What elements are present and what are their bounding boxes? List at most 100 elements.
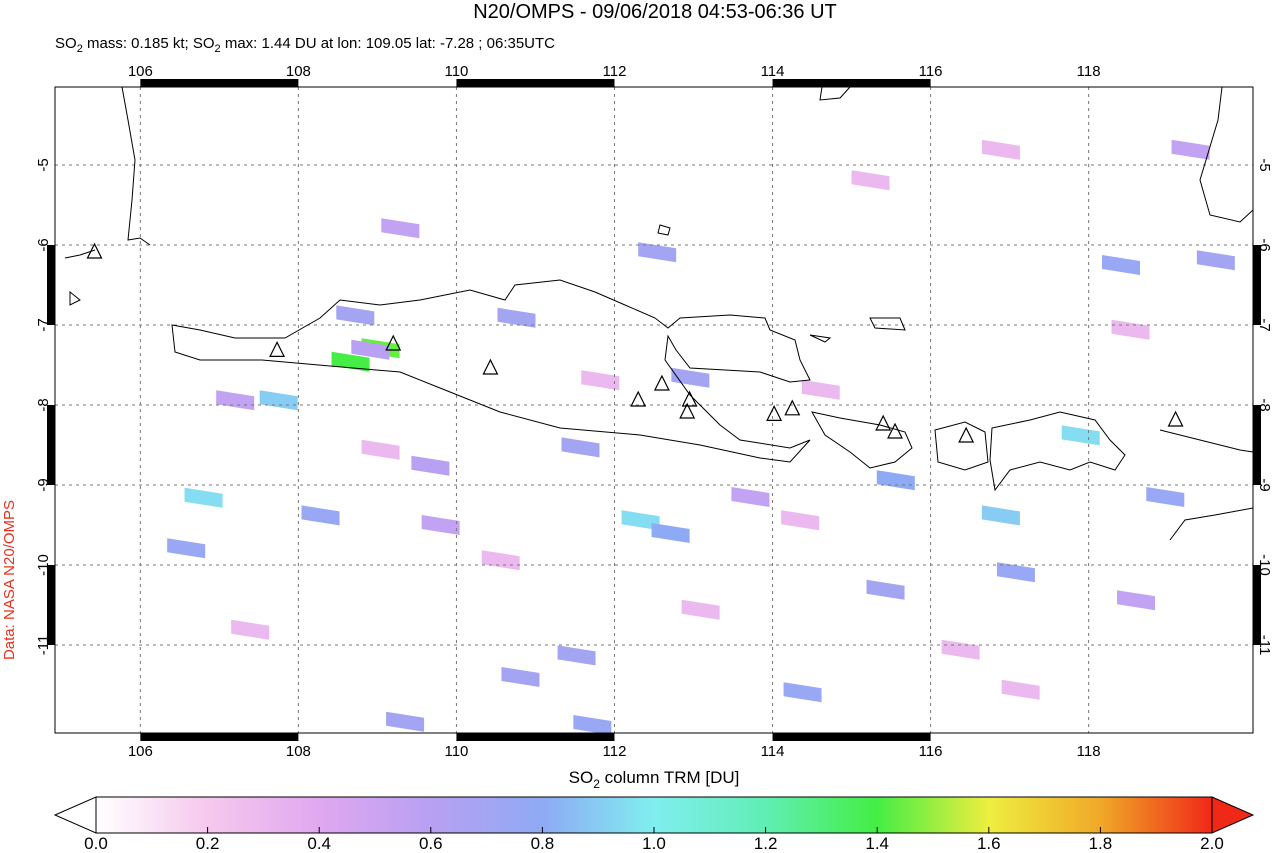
colorbar-tick-label: 1.8	[1089, 834, 1113, 853]
so2-pixel	[301, 505, 340, 526]
x-tick-label: 118	[1077, 63, 1101, 80]
volcano-layer	[86, 242, 1184, 443]
so2-pixel	[1001, 679, 1040, 700]
frame-bar	[1253, 245, 1261, 325]
coastlines	[64, 86, 1254, 541]
x-tick-label: 116	[919, 63, 943, 80]
so2-pixel	[1061, 425, 1100, 446]
pixel-layer	[167, 139, 1235, 735]
subtitle-part: max: 1.44 DU at lon: 109.05 lat: -7.28 ;…	[221, 35, 556, 52]
so2-pixel	[557, 645, 596, 666]
frame-bar	[456, 79, 615, 87]
colorbar-label: SO2 column TRM [DU]	[569, 768, 740, 791]
volcano-marker	[875, 414, 892, 431]
colorbar-tick-label: 1.2	[754, 834, 778, 853]
side-label: Data: NASA N20/OMPS	[1, 500, 18, 660]
so2-pixel	[386, 711, 425, 732]
volcano-marker	[766, 405, 783, 421]
x-tick-label: 114	[761, 63, 785, 80]
so2-pixel	[851, 170, 890, 191]
map-area	[55, 87, 1253, 733]
frame-bar	[140, 733, 299, 741]
so2-pixel	[497, 307, 536, 328]
subtitle-part: SO	[55, 35, 77, 52]
volcano-marker	[958, 426, 975, 443]
so2-pixel	[801, 379, 840, 400]
coast-flores	[1159, 429, 1254, 453]
so2-pixel	[231, 619, 270, 640]
so2-pixel	[167, 538, 206, 559]
volcano-marker	[1167, 410, 1184, 427]
so2-pixel	[681, 599, 720, 620]
so2-pixel	[1146, 487, 1185, 507]
so2-pixel	[1196, 250, 1235, 271]
colorbar-tick-label: 0.2	[196, 834, 220, 853]
x-tick-label: 116	[919, 743, 943, 760]
so2-pixel	[996, 562, 1035, 583]
frame-bar	[772, 733, 931, 741]
x-tick-label: 118	[1077, 743, 1101, 760]
coast-lombok	[934, 421, 989, 471]
coast-sumba	[1169, 507, 1254, 541]
so2-pixel	[981, 139, 1020, 160]
so2-pixel	[981, 505, 1020, 526]
so2-pixel	[501, 667, 540, 687]
frame-bar	[772, 79, 931, 87]
label-part: column TRM [DU]	[600, 768, 740, 787]
title: N20/OMPS - 09/06/2018 04:53-06:36 UT	[473, 1, 837, 23]
so2-pixel	[581, 370, 620, 391]
volcano-marker	[653, 374, 670, 391]
y-tick-label: -5	[1256, 158, 1272, 171]
colorbar: SO2 column TRM [DU] 0.0 0.2 0.4 0.6 0.8 1.0 1.…	[53, 768, 1255, 853]
so2-pixel	[351, 339, 390, 360]
frame-bar	[47, 565, 55, 645]
label-sub: 2	[593, 777, 600, 791]
so2-pixel	[361, 439, 400, 460]
so2-pixel	[783, 682, 822, 703]
coast-java	[171, 279, 811, 463]
x-tick-label: 110	[444, 63, 468, 80]
so2-pixel	[573, 715, 612, 735]
x-tick-label: 112	[603, 63, 627, 80]
subtitle: SO2 mass: 0.185 kt; SO2 max: 1.44 DU at …	[55, 35, 555, 55]
so2-pixel	[184, 487, 223, 508]
volcano-marker	[784, 399, 801, 416]
coast-sulawesi	[1199, 86, 1254, 223]
x-tick-label: 114	[761, 743, 785, 760]
so2-pixel	[336, 305, 375, 326]
volcano-marker	[385, 334, 402, 351]
volcano-marker	[482, 358, 499, 375]
frame-bar	[1253, 405, 1261, 485]
coast-sumatra	[64, 86, 151, 306]
frame-bar	[140, 79, 299, 87]
frame-bar	[456, 733, 615, 741]
so2-pixel	[1117, 590, 1156, 611]
colorbar-under-arrow	[53, 796, 97, 834]
subtitle-sub: 2	[77, 43, 83, 55]
colorbar-tick-label: 2.0	[1200, 834, 1224, 853]
colorbar-over-arrow	[1211, 796, 1255, 834]
so2-pixel	[781, 510, 820, 531]
coast-sumbawa	[989, 411, 1126, 492]
so2-pixel	[651, 523, 690, 543]
subtitle-sub: 2	[215, 43, 221, 55]
colorbar-tick-label: 1.4	[865, 834, 889, 853]
volcano-marker	[86, 242, 103, 259]
volcano-marker	[681, 390, 698, 407]
volcano-marker	[679, 402, 696, 419]
subtitle-part: mass: 0.185 kt; SO	[83, 35, 215, 52]
so2-pixel	[561, 437, 600, 458]
y-tick-label: -5	[35, 158, 52, 171]
volcano-marker	[269, 341, 286, 357]
frame-bar	[1253, 565, 1261, 645]
coast-bali	[811, 411, 913, 469]
frame-bar	[47, 245, 55, 325]
so2-pixel	[638, 242, 677, 263]
x-tick-label: 112	[603, 743, 627, 760]
colorbar-tick-label: 1.6	[977, 834, 1001, 853]
frame-bar	[47, 405, 55, 485]
so2-pixel	[421, 515, 460, 535]
colorbar-tick-label: 1.0	[642, 834, 666, 853]
so2-pixel	[1102, 255, 1141, 275]
colorbar-tick-label: 0.0	[84, 834, 108, 853]
